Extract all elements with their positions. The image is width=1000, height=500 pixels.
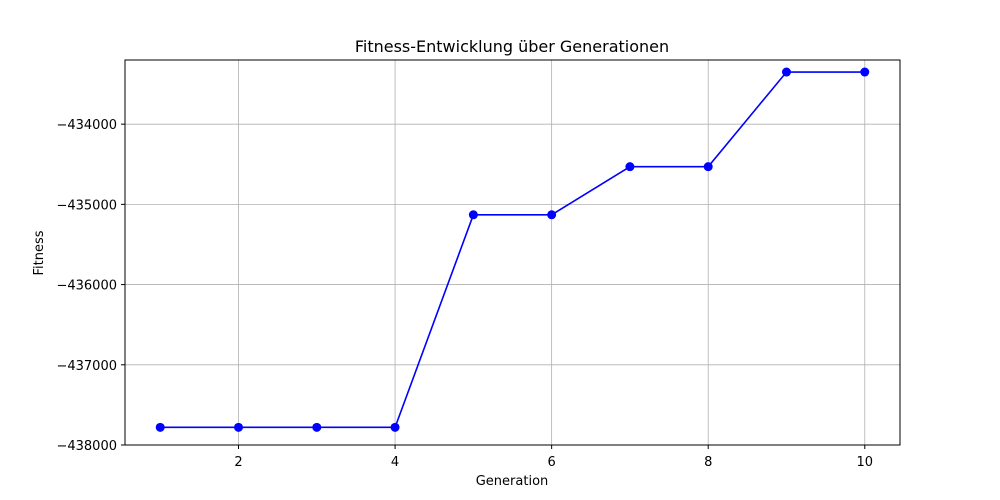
grid xyxy=(125,60,900,446)
y-tick-label: −434000 xyxy=(56,118,117,133)
x-tick-label: 4 xyxy=(391,455,399,470)
x-axis-title: Generation xyxy=(476,474,549,489)
data-point xyxy=(155,422,165,432)
plot-frame xyxy=(124,59,901,446)
data-point xyxy=(468,210,478,220)
x-axis: 2 4 6 8 10 xyxy=(234,445,873,470)
data-point xyxy=(234,422,244,432)
y-tick-label: −436000 xyxy=(56,279,117,294)
y-axis-title: Fitness xyxy=(32,230,47,275)
data-point xyxy=(547,210,557,220)
x-tick-label: 2 xyxy=(234,455,242,470)
data-point xyxy=(312,422,322,432)
y-tick-label: −438000 xyxy=(56,439,117,454)
data-point xyxy=(625,162,635,172)
y-axis: −438000 −437000 −436000 −435000 −434000 xyxy=(56,118,125,454)
series-layer xyxy=(155,67,870,432)
chart-title: Fitness-Entwicklung über Generationen xyxy=(355,37,669,56)
y-tick-label: −435000 xyxy=(56,198,117,213)
data-point xyxy=(390,422,400,432)
series-line xyxy=(160,71,865,429)
data-point xyxy=(703,162,713,172)
data-point xyxy=(860,67,870,77)
x-tick-label: 10 xyxy=(856,455,873,470)
x-tick-label: 6 xyxy=(548,455,556,470)
data-point xyxy=(781,67,791,77)
x-tick-label: 8 xyxy=(704,455,712,470)
y-tick-label: −437000 xyxy=(56,359,117,374)
